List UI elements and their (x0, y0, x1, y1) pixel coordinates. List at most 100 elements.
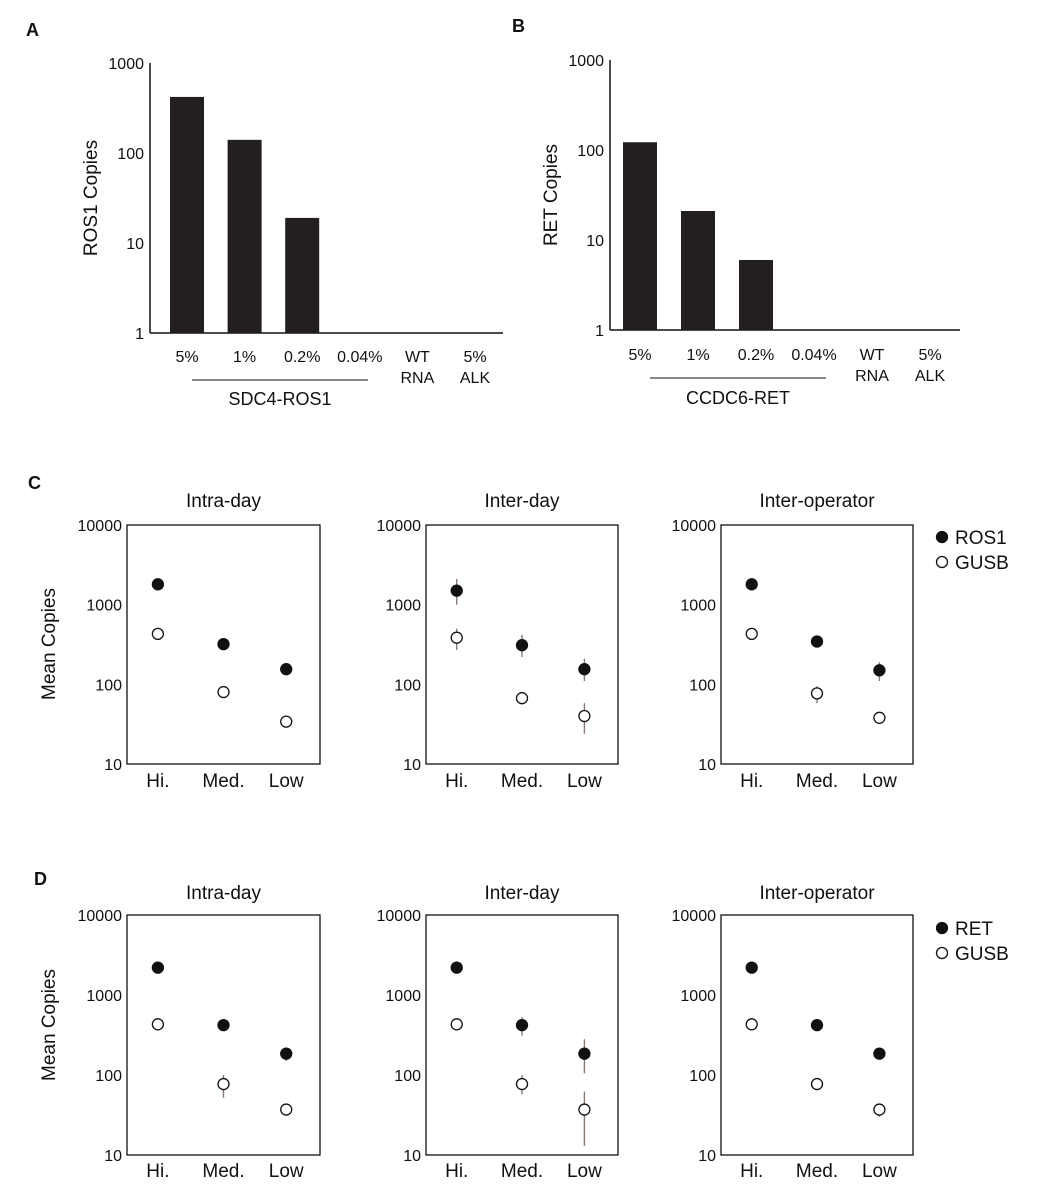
x-tick-label: Low (567, 771, 602, 792)
data-point-filled (151, 961, 165, 974)
data-point-filled (873, 1047, 886, 1060)
legend-marker (935, 555, 949, 569)
y-tick-label: 100 (95, 1068, 122, 1085)
subplot-title: Intra-day (186, 883, 261, 904)
y-tick-label: 1000 (86, 988, 122, 1005)
data-point-open (515, 692, 529, 705)
data-point-open (450, 1018, 463, 1031)
x-tick-label-line: 5% (463, 349, 486, 366)
data-point-filled (578, 1047, 591, 1060)
bar-chart-b: 1 10 100 1000 RET Copies 5% 1% 0.2% 0.04% WT RNA 5%… (541, 53, 960, 408)
data-point-filled (450, 961, 463, 974)
x-tick-label: 5% (175, 349, 198, 366)
y-tick-label: 1000 (108, 56, 144, 73)
x-tick-label: Med. (501, 1161, 543, 1182)
y-tick-label: 100 (394, 677, 421, 694)
x-tick-label-line: 5% (628, 347, 651, 364)
panel-label-b: B (512, 16, 525, 36)
plot-frame (126, 914, 321, 1156)
bar (681, 211, 715, 330)
y-axis-label: RET Copies (541, 144, 562, 246)
data-point-filled (515, 639, 529, 652)
x-tick-label-line: ALK (915, 368, 946, 385)
x-tick-label: 5% ALK (460, 349, 491, 387)
data-point-open (217, 685, 230, 699)
data-point-filled (873, 664, 886, 677)
y-tick-label: 10000 (672, 908, 717, 925)
x-tick-label-line: 0.04% (337, 349, 382, 366)
data-point-open (217, 1077, 230, 1091)
y-tick-label: 10 (403, 757, 421, 774)
x-tick-label: WT RNA (401, 349, 435, 387)
y-tick-label: 10 (104, 1148, 122, 1165)
plot-frame (425, 524, 619, 765)
chart-root: 1 10 100 1000 ROS1 Copies 5% 1% 0.2% 0.04% WT RNA 5… (39, 53, 1009, 1182)
x-tick-label: 0.04% (337, 349, 382, 366)
x-tick-label: Low (567, 1161, 602, 1182)
group-label: CCDC6-RET (686, 388, 790, 408)
legend-label: ROS1 (955, 528, 1007, 549)
x-tick-label: Med. (796, 771, 838, 792)
x-tick-label: Hi. (740, 771, 763, 792)
plot-frame (425, 914, 619, 1156)
data-point-open (810, 1077, 824, 1091)
data-point-open (873, 1103, 886, 1116)
x-tick-label: Hi. (445, 771, 468, 792)
y-tick-label: 10 (104, 757, 122, 774)
data-point-filled (810, 635, 824, 648)
plot-frame (126, 524, 321, 765)
scatter-subplot-3: Inter-operator 10 100 1000 10000 Hi. Med. Low (672, 883, 914, 1182)
y-tick-label: 100 (394, 1068, 421, 1085)
subplot-title: Intra-day (186, 491, 261, 512)
bar (739, 259, 773, 330)
y-tick-label: 10000 (377, 908, 422, 925)
data-point-filled (217, 1018, 230, 1032)
group-label: SDC4-ROS1 (228, 389, 331, 409)
x-tick-label: Hi. (445, 1161, 468, 1182)
y-tick-label: 100 (577, 143, 604, 160)
legend-marker (935, 530, 949, 544)
subplot-title: Inter-day (485, 883, 560, 904)
x-tick-label: Med. (501, 771, 543, 792)
x-tick-label-line: 5% (918, 347, 941, 364)
y-tick-label: 100 (117, 146, 144, 163)
x-tick-label: Hi. (740, 1161, 763, 1182)
y-tick-label: 1000 (385, 988, 421, 1005)
x-tick-label-line: 1% (233, 349, 256, 366)
x-tick-label: 5% ALK (915, 347, 946, 385)
x-tick-label: Med. (202, 1161, 244, 1182)
data-point-filled (745, 961, 758, 974)
x-tick-label-line: 5% (175, 349, 198, 366)
data-point-open (810, 687, 824, 700)
data-point-open (578, 709, 591, 723)
panel-label-c: C (28, 473, 41, 493)
x-tick-label: 0.2% (738, 347, 774, 364)
x-tick-label-line: WT (405, 349, 430, 366)
panel-label-a: A (26, 20, 39, 40)
x-tick-label-line: WT (860, 347, 885, 364)
y-tick-label: 100 (689, 1068, 716, 1085)
y-tick-label: 10 (698, 1148, 716, 1165)
y-tick-label: 1000 (680, 598, 716, 615)
data-point-filled (515, 1018, 529, 1032)
y-tick-label: 10000 (78, 908, 123, 925)
data-point-open (151, 1018, 165, 1031)
x-tick-label-line: 1% (686, 347, 709, 364)
y-axis-label: Mean Copies (39, 588, 60, 700)
x-tick-label-line: 0.2% (738, 347, 774, 364)
legend: RET GUSB (935, 919, 1009, 965)
x-tick-label: 1% (686, 347, 709, 364)
y-tick-label: 10000 (377, 518, 422, 535)
data-point-open (151, 627, 165, 641)
y-tick-label: 10000 (672, 518, 717, 535)
scatter-subplot-1: Intra-day 10 100 1000 10000 Hi. Med. Low (78, 491, 321, 792)
scatter-subplot-3: Inter-operator 10 100 1000 10000 Hi. Med. Low (672, 491, 914, 792)
y-tick-label: 10 (403, 1148, 421, 1165)
plot-frame (720, 914, 914, 1156)
scatter-subplot-2: Inter-day 10 100 1000 10000 Hi. Med. Low (377, 883, 619, 1182)
x-tick-label: 5% (628, 347, 651, 364)
bar (170, 96, 204, 333)
x-tick-label: 1% (233, 349, 256, 366)
x-tick-label: 0.04% (791, 347, 836, 364)
data-point-open (515, 1077, 529, 1091)
